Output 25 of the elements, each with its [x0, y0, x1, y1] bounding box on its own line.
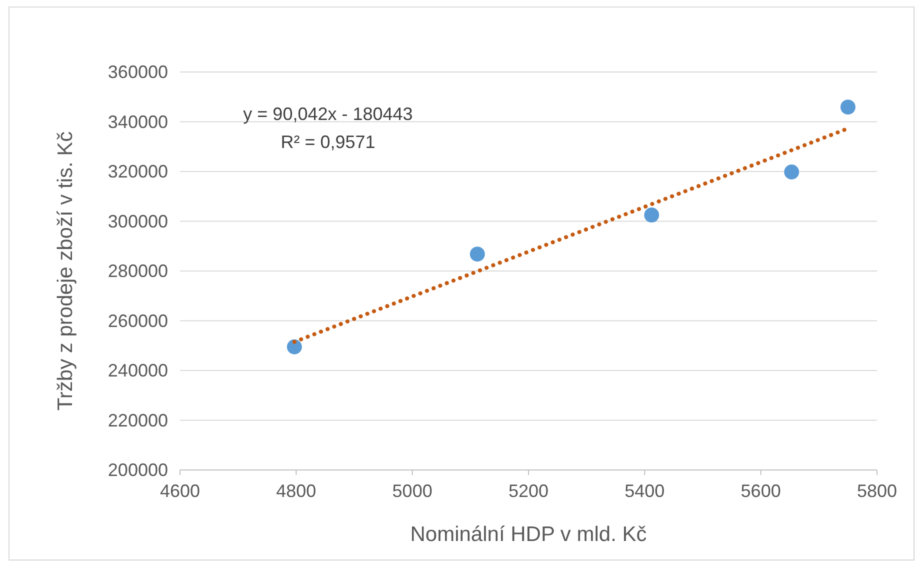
annotation: R² = 0,9571: [280, 132, 376, 152]
x-axis-title: Nominální HDP v mld. Kč: [410, 523, 647, 546]
point: [470, 246, 485, 262]
point: [784, 164, 800, 180]
x-tick-label: 5400: [624, 481, 665, 501]
x-tick-label: 5800: [856, 481, 898, 501]
point: [840, 100, 856, 115]
x-tick-label: 5600: [740, 481, 781, 501]
x-tick-label: 4600: [160, 481, 200, 501]
y-tick-label: 300000: [108, 211, 168, 232]
y-tick-label: 200000: [108, 460, 168, 480]
x-tick-label: 4800: [276, 481, 316, 501]
point: [644, 208, 660, 223]
y-tick-label: 340000: [108, 112, 168, 132]
y-tick-label: 220000: [108, 410, 168, 430]
y-tick-label: 320000: [108, 162, 168, 182]
x-tick-label: 5200: [508, 481, 549, 501]
y-tick-label: 280000: [108, 261, 168, 281]
y-tick-label: 360000: [108, 62, 168, 82]
x-tick-label: 5000: [392, 481, 432, 501]
y-axis-title: Tržby z prodeje zboží v tis. Kč: [54, 131, 77, 411]
y-tick-label: 240000: [108, 360, 168, 380]
annotation: y = 90,042x - 180443: [243, 104, 413, 124]
y-tick-label: 260000: [108, 310, 168, 331]
point: [286, 339, 302, 354]
